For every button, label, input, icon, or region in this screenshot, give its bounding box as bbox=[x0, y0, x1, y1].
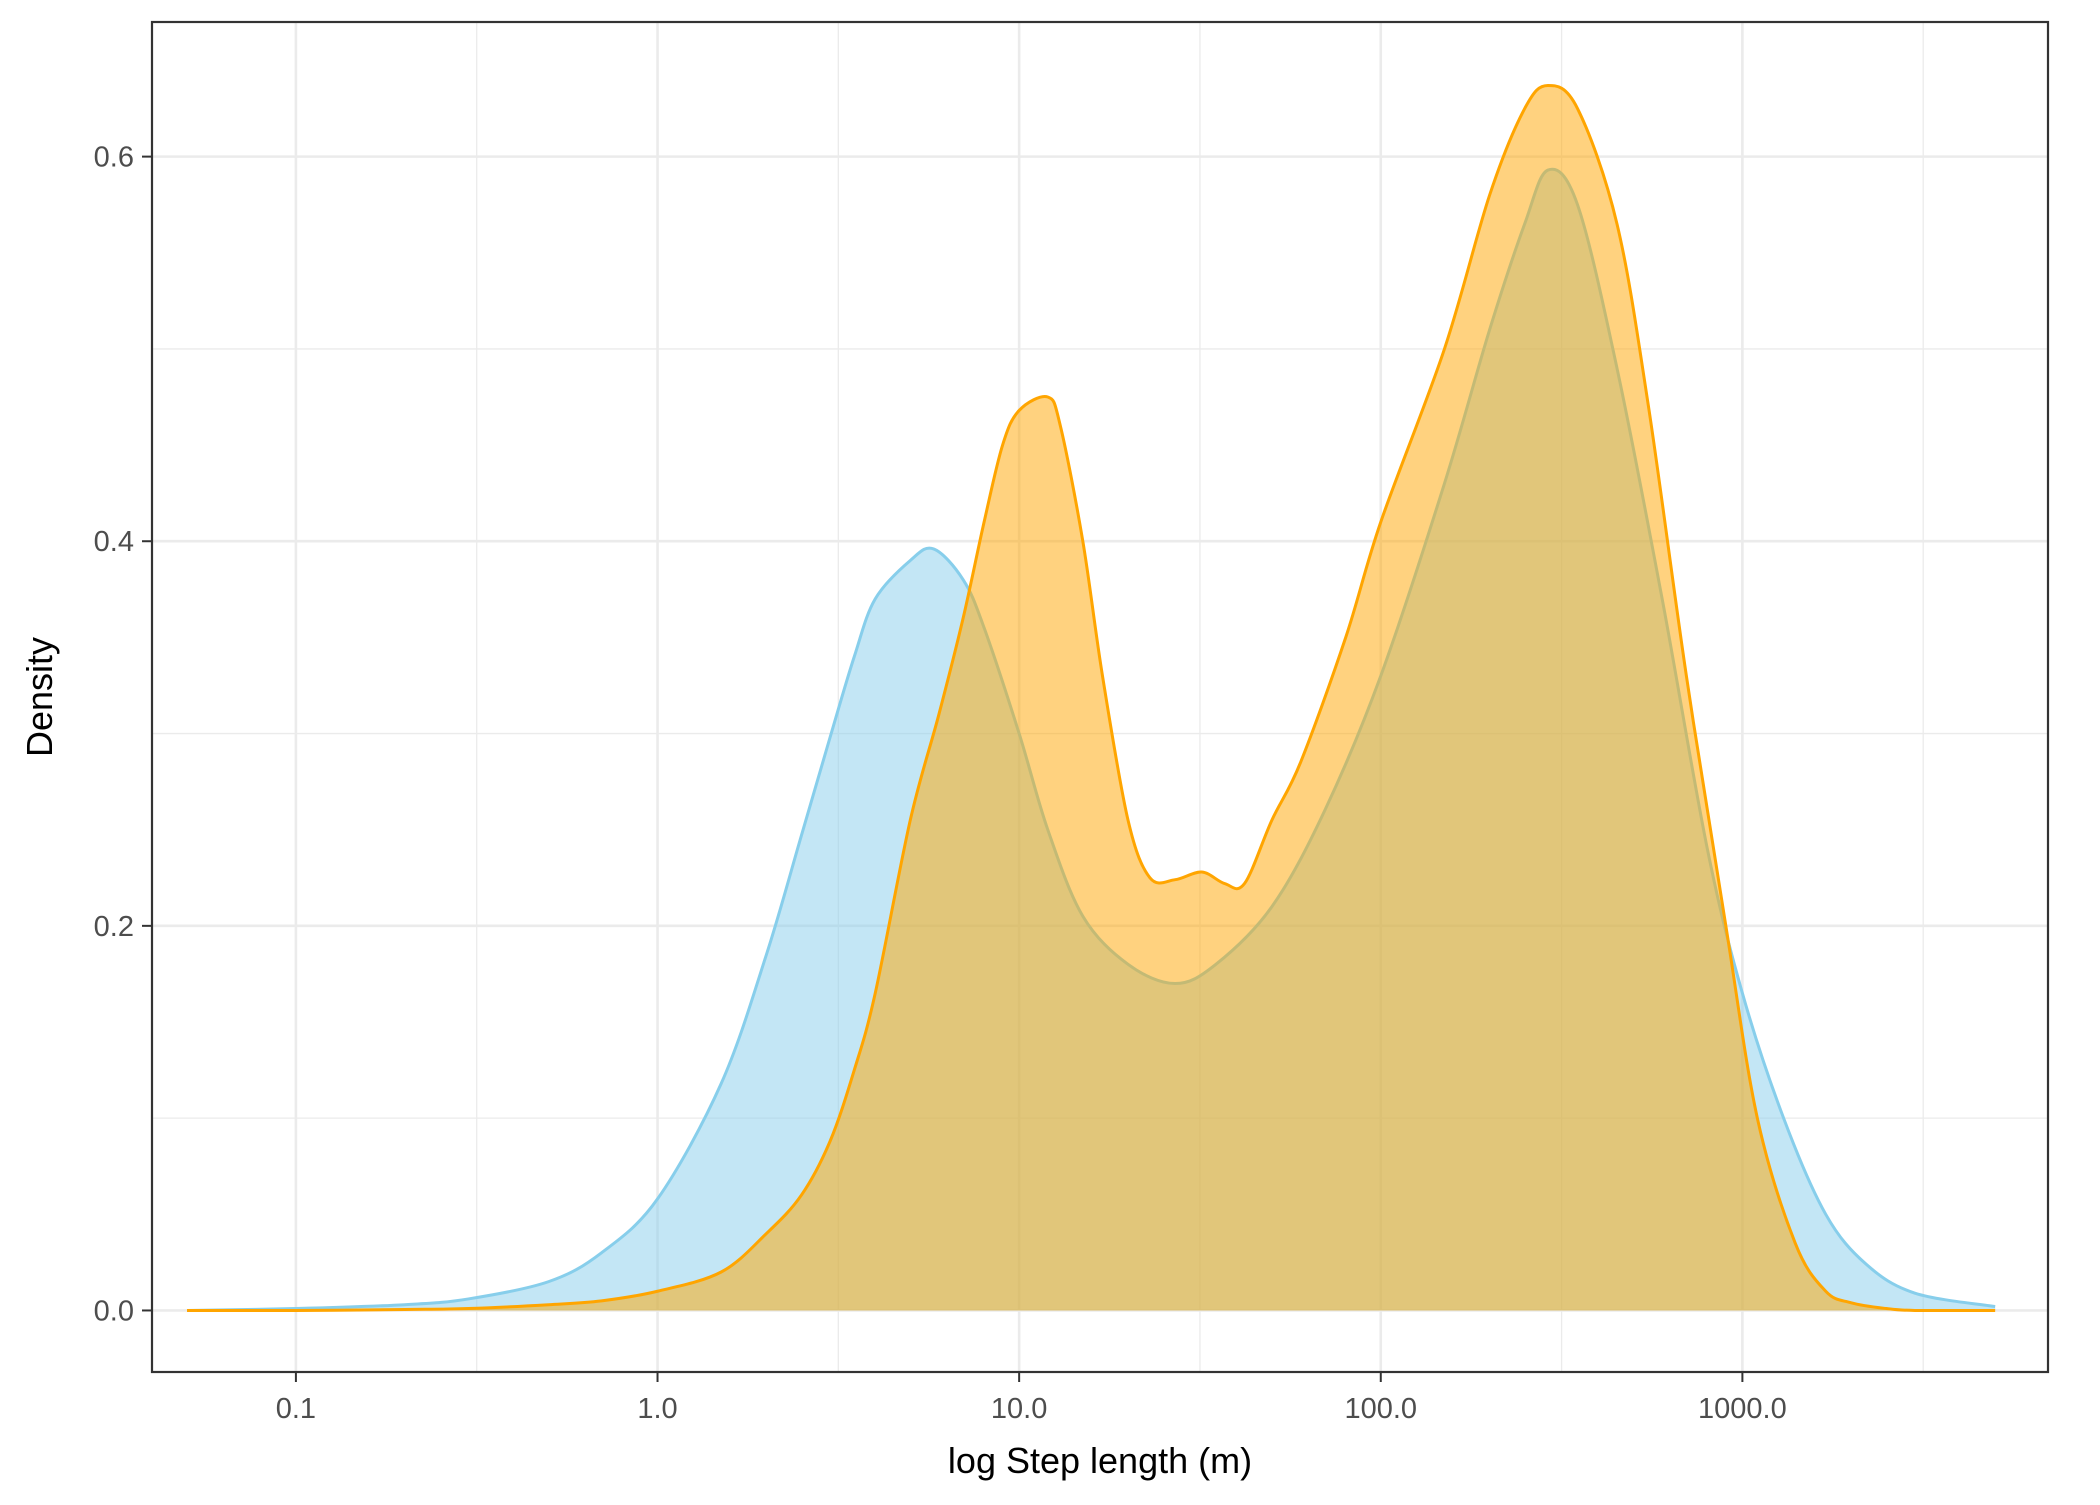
x-tick-label: 1000.0 bbox=[1698, 1393, 1787, 1425]
x-tick-label: 10.0 bbox=[991, 1393, 1047, 1425]
x-tick-label: 0.1 bbox=[276, 1393, 316, 1425]
x-tick-label: 1.0 bbox=[637, 1393, 677, 1425]
density-areas bbox=[187, 83, 1996, 1312]
y-tick-label: 0.2 bbox=[94, 911, 134, 943]
y-tick-label: 0.6 bbox=[94, 142, 134, 174]
axes: 0.1 1.0 10.0 100.0 1000.0 0.0 0.2 0.4 0.6 bbox=[94, 142, 1787, 1425]
panel-border bbox=[150, 20, 2050, 1374]
x-axis-title: log Step length (m) bbox=[948, 1440, 1252, 1481]
density-line-orange bbox=[187, 83, 1996, 1312]
y-axis-title: Density bbox=[19, 637, 60, 757]
y-tick-label: 0.4 bbox=[94, 526, 134, 558]
x-tick-label: 100.0 bbox=[1344, 1393, 1417, 1425]
density-area-orange bbox=[187, 85, 1996, 1311]
y-tick-label: 0.0 bbox=[94, 1295, 134, 1327]
